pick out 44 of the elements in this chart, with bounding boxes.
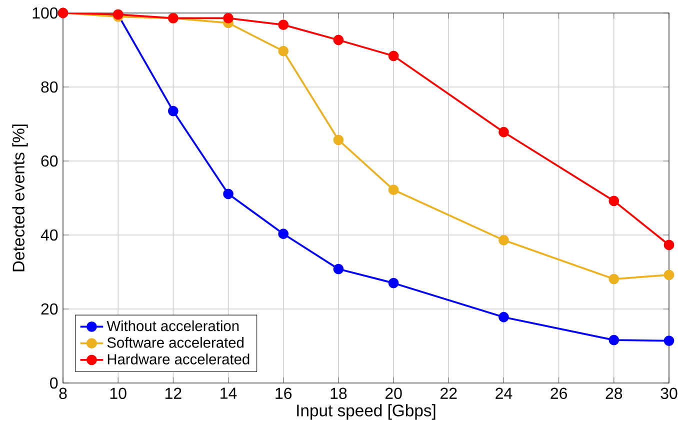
point [608, 334, 620, 346]
y-tick-label: 0 [50, 377, 58, 389]
point [664, 240, 674, 250]
y-tick-label: 100 [32, 7, 58, 19]
point [278, 46, 289, 56]
point [278, 20, 289, 30]
x-axis-title: Input speed [Gbps] [297, 404, 436, 420]
x-tick-label: 26 [550, 388, 568, 400]
point [223, 12, 234, 24]
x-tick-label: 24 [496, 388, 512, 399]
point [168, 106, 178, 116]
point [388, 278, 399, 288]
x-tick-label: 16 [276, 388, 292, 400]
y-tick-label: 80 [41, 81, 58, 93]
x-tick-label: 14 [220, 388, 237, 399]
point [608, 196, 620, 206]
x-tick-label: 28 [606, 388, 622, 400]
x-tick-label: 8 [59, 388, 67, 400]
point [278, 228, 289, 240]
point [388, 50, 399, 62]
point [388, 184, 399, 196]
x-tick-label: 18 [330, 388, 347, 400]
point [664, 270, 674, 280]
point [608, 274, 620, 284]
point [498, 126, 509, 138]
point [333, 134, 344, 146]
x-tick-label: 22 [440, 388, 457, 399]
legend-label: Software accelerated [107, 337, 244, 348]
x-tick-label: 10 [110, 388, 126, 400]
y-tick-label: 20 [41, 303, 58, 315]
x-tick-label: 12 [166, 388, 182, 399]
point [498, 312, 509, 322]
legend-label: Hardware accelerated [108, 354, 250, 364]
point [223, 188, 234, 200]
y-tick-label: 40 [40, 229, 58, 241]
legend-label: Without acceleration [106, 320, 239, 332]
point [333, 34, 344, 46]
point [498, 234, 509, 246]
x-tick-label: 20 [385, 388, 402, 400]
point [333, 264, 344, 274]
y-tick-label: 60 [41, 155, 58, 167]
point [664, 336, 674, 346]
x-tick-label: 30 [660, 388, 678, 400]
y-axis-title: Detected events [%] [12, 124, 28, 272]
